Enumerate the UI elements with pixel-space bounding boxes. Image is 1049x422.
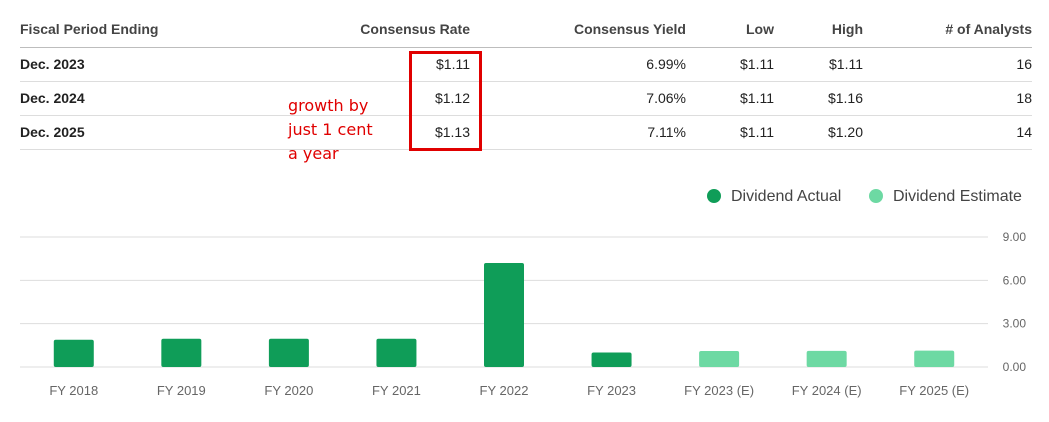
high-cell: $1.11: [829, 56, 863, 72]
fiscal-period-cell: Dec. 2025: [20, 124, 85, 140]
bar[interactable]: [376, 338, 417, 367]
consensus-yield-cell: 7.11%: [647, 124, 686, 140]
header-consensus-rate[interactable]: Consensus Rate: [360, 21, 470, 37]
dividend-estimates-table: Fiscal Period Ending Consensus Rate Cons…: [20, 14, 1032, 150]
dividend-bar-chart: 0.00 3.00 6.00 9.00 FY 2018 FY 2019 FY 2020 FY …: [20, 230, 1027, 398]
header-low[interactable]: Low: [746, 21, 774, 37]
y-tick-label: 3.00: [1003, 317, 1027, 331]
y-tick-label: 0.00: [1003, 360, 1027, 374]
analysts-cell: 18: [1016, 90, 1032, 106]
high-cell: $1.16: [827, 90, 863, 106]
x-tick-label: FY 2024 (E): [792, 383, 862, 398]
x-tick-label: FY 2018: [49, 383, 98, 398]
x-tick-label: FY 2020: [264, 383, 313, 398]
y-tick-label: 9.00: [1003, 230, 1027, 244]
legend-item-actual[interactable]: Dividend Actual: [707, 186, 841, 208]
analysts-cell: 16: [1016, 56, 1032, 72]
x-tick-label: FY 2025 (E): [899, 383, 969, 398]
consensus-rate-cell: $1.12: [434, 90, 470, 106]
header-num-analysts[interactable]: # of Analysts: [945, 21, 1032, 37]
bar[interactable]: [591, 352, 632, 367]
y-tick-label: 6.00: [1003, 273, 1027, 287]
high-cell: $1.20: [827, 124, 863, 140]
header-high[interactable]: High: [831, 21, 863, 37]
x-tick-label: FY 2022: [480, 383, 529, 398]
consensus-yield-cell: 7.06%: [646, 90, 686, 106]
x-tick-label: FY 2023 (E): [684, 383, 754, 398]
header-fiscal-period[interactable]: Fiscal Period Ending: [20, 21, 159, 37]
bar[interactable]: [699, 350, 740, 367]
legend-item-estimate[interactable]: Dividend Estimate: [869, 186, 1022, 208]
analysts-cell: 14: [1016, 124, 1032, 140]
legend-label-estimate: Dividend Estimate: [893, 188, 1022, 205]
bar[interactable]: [268, 338, 309, 367]
x-tick-label: FY 2019: [157, 383, 206, 398]
table-row: Dec. 2025 $1.13 7.11% $1.11 $1.20 14: [20, 116, 1032, 150]
legend-dot-estimate-icon: [869, 189, 883, 203]
consensus-rate-cell: $1.13: [434, 124, 470, 140]
bar[interactable]: [53, 339, 94, 367]
bar[interactable]: [806, 350, 847, 367]
bar[interactable]: [161, 338, 202, 367]
x-tick-label: FY 2023: [587, 383, 636, 398]
legend-label-actual: Dividend Actual: [731, 188, 842, 205]
low-cell: $1.11: [740, 56, 774, 72]
bar[interactable]: [914, 350, 955, 367]
table-header-row: Fiscal Period Ending Consensus Rate Cons…: [20, 14, 1032, 48]
header-consensus-yield[interactable]: Consensus Yield: [573, 21, 686, 37]
highlight-box: [409, 51, 482, 151]
consensus-yield-cell: 6.99%: [646, 56, 686, 72]
fiscal-period-cell: Dec. 2024: [20, 90, 85, 106]
x-tick-label: FY 2021: [372, 383, 421, 398]
low-cell: $1.11: [740, 90, 774, 106]
bar[interactable]: [484, 263, 524, 367]
table-row: Dec. 2023 $1.11 6.99% $1.11 $1.11 16: [20, 48, 1032, 82]
low-cell: $1.11: [740, 124, 774, 140]
table-row: Dec. 2024 $1.12 7.06% $1.11 $1.16 18: [20, 82, 1032, 116]
consensus-rate-cell: $1.11: [436, 56, 470, 72]
legend-dot-actual-icon: [707, 189, 721, 203]
fiscal-period-cell: Dec. 2023: [20, 56, 85, 72]
annotation-text: growth by just 1 cent a year: [288, 96, 373, 163]
